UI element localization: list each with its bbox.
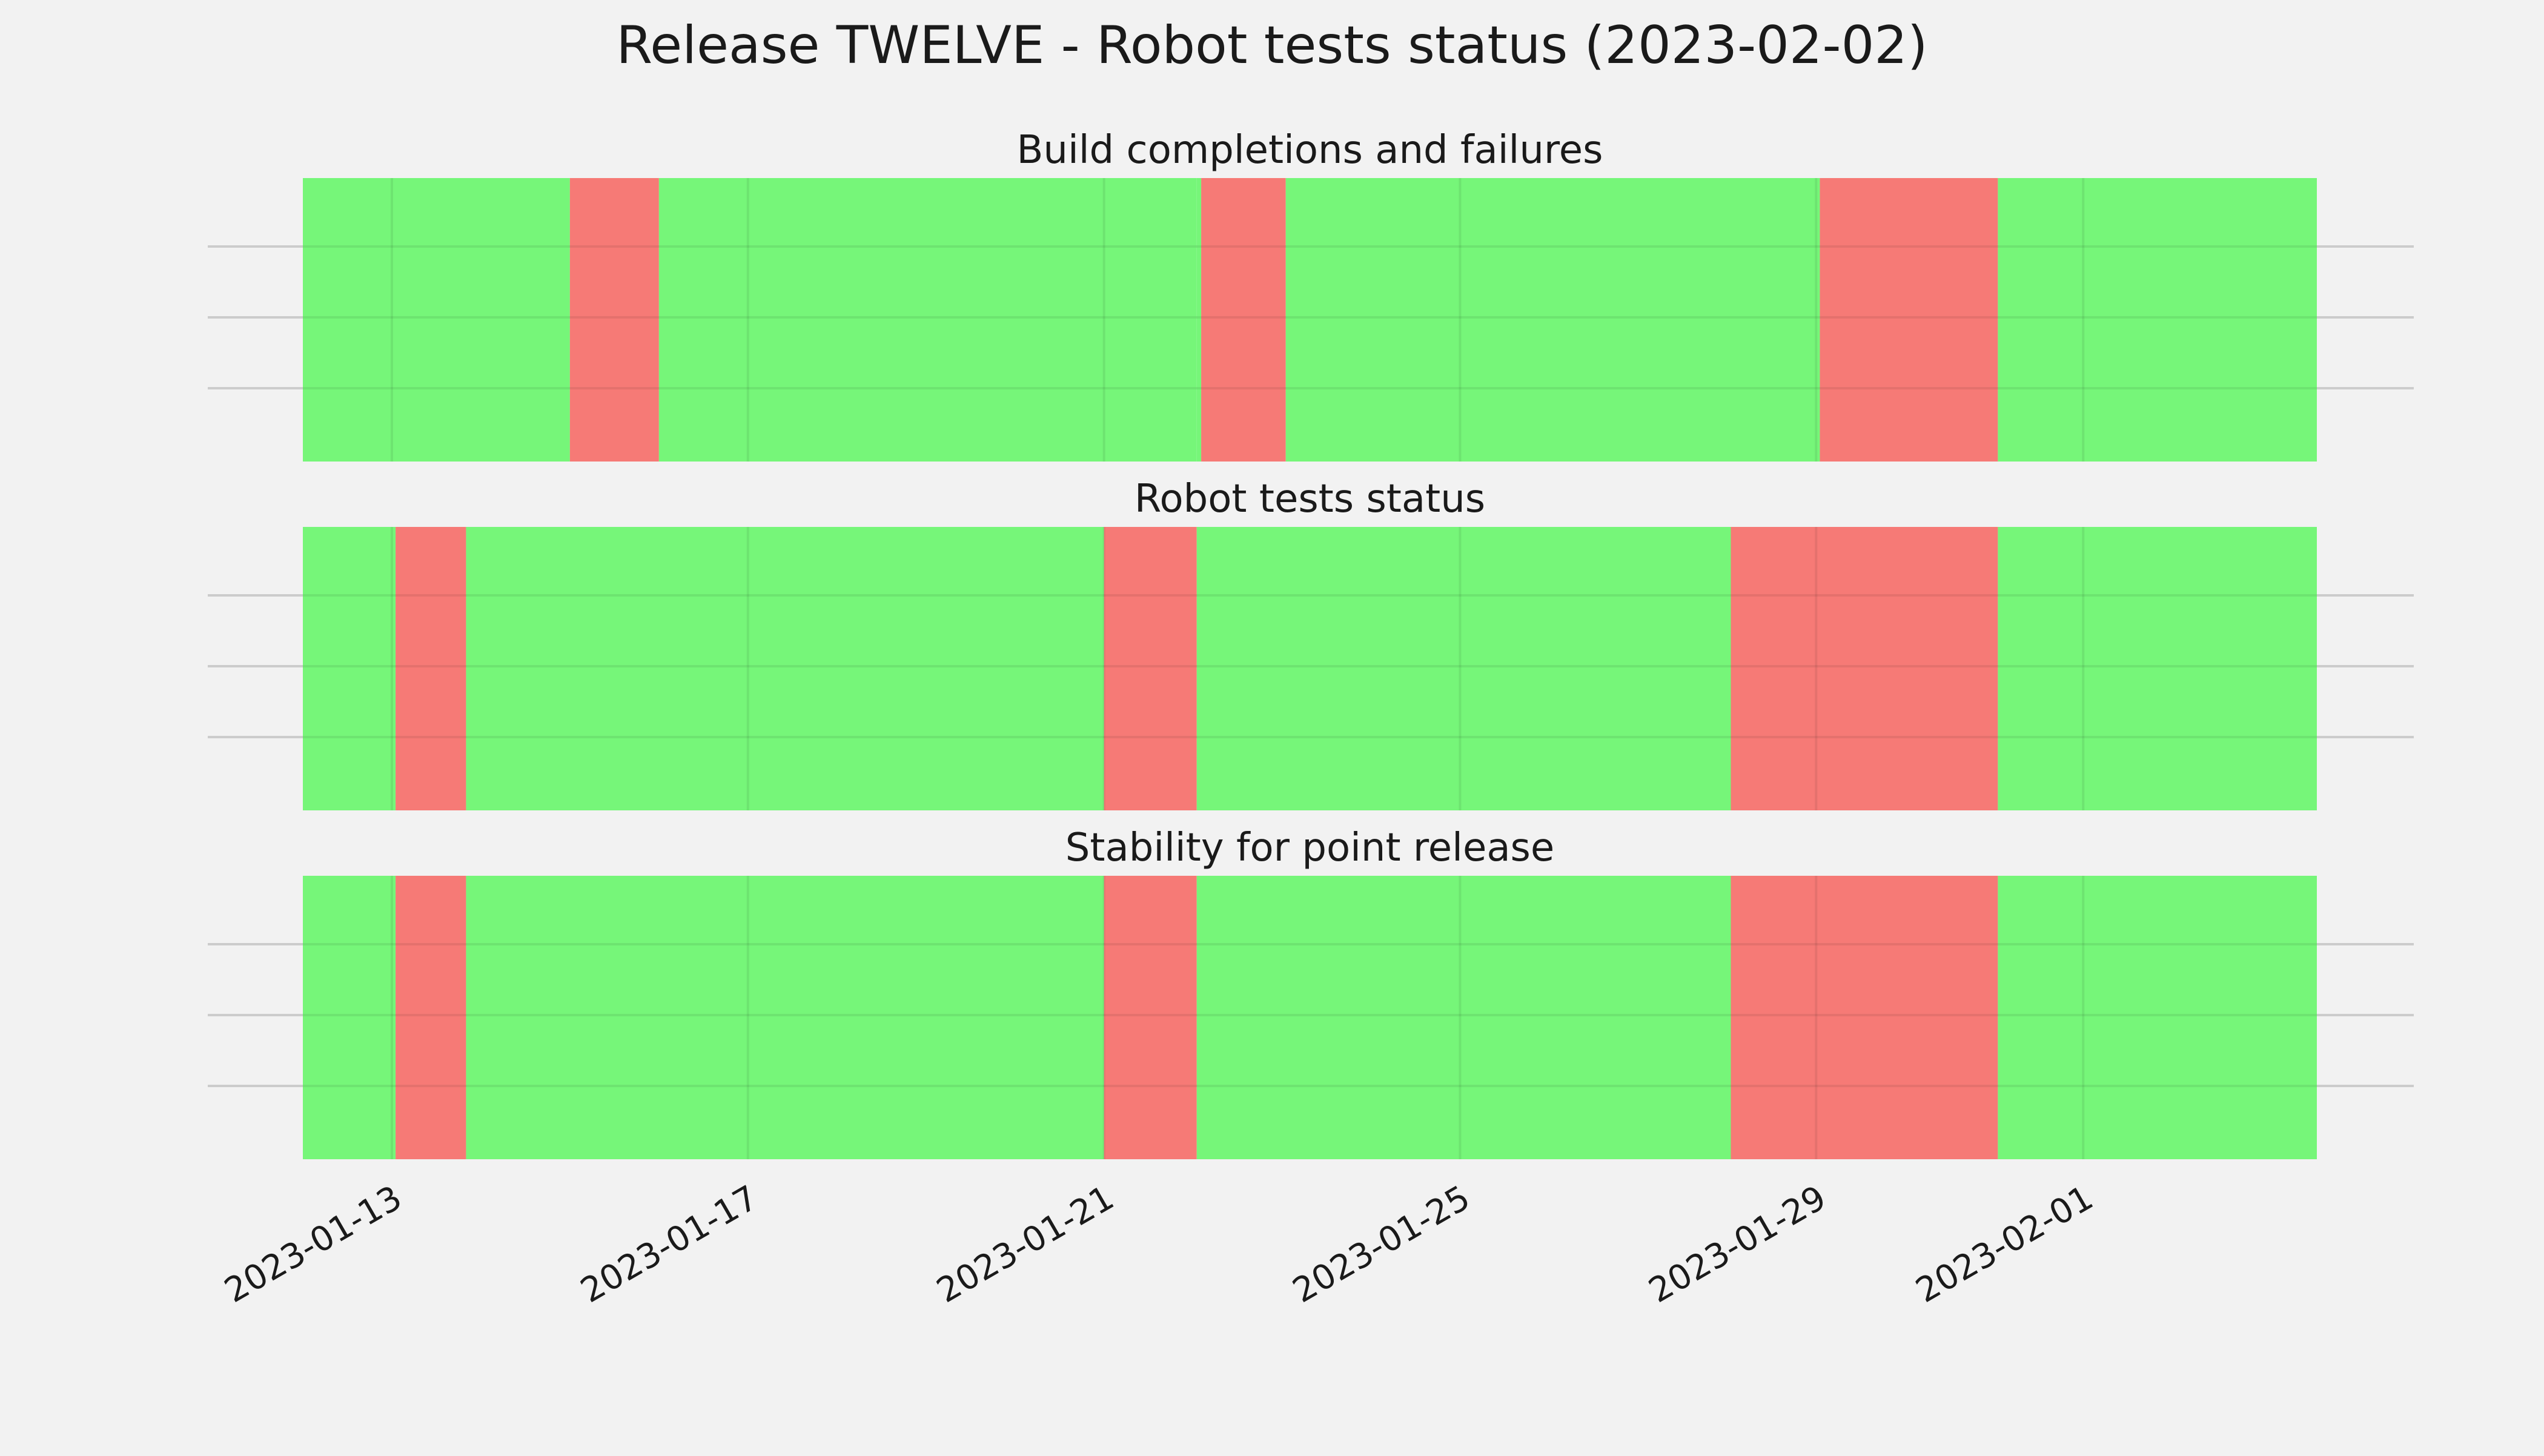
segment-fail	[1104, 876, 1197, 1159]
chart-title: Release TWELVE - Robot tests status (202…	[616, 15, 1927, 76]
segment-fail	[396, 527, 466, 810]
panels: Build completions and failures Robot test…	[208, 128, 2414, 1159]
segment-pass	[1196, 527, 1731, 810]
panel-title: Stability for point release	[1065, 826, 1555, 870]
segment-pass	[303, 876, 396, 1159]
segment-fail	[1201, 178, 1286, 462]
segment-fail	[396, 876, 466, 1159]
segment-fail	[569, 178, 659, 462]
panel: Robot tests status	[208, 477, 2414, 810]
segment-pass	[303, 527, 396, 810]
segment-pass	[658, 178, 1197, 462]
panel-title: Build completions and failures	[1017, 128, 1603, 173]
segment-pass	[466, 527, 1104, 810]
segment-fail	[1731, 876, 1998, 1159]
panel: Stability for point release	[208, 826, 2414, 1159]
panel: Build completions and failures	[208, 128, 2414, 462]
segment-pass	[1196, 178, 1202, 462]
panel-title: Robot tests status	[1135, 477, 1485, 521]
segment-fail	[1820, 178, 1998, 462]
segment-pass	[1998, 527, 2317, 810]
segment-pass	[1998, 178, 2317, 462]
segment-pass	[1196, 876, 1731, 1159]
segment-pass	[1998, 876, 2317, 1159]
segment-pass	[466, 876, 1104, 1159]
segment-fail	[1104, 527, 1197, 810]
segment-pass	[1285, 178, 1820, 462]
segment-pass	[303, 178, 570, 462]
segment-fail	[1731, 527, 1998, 810]
